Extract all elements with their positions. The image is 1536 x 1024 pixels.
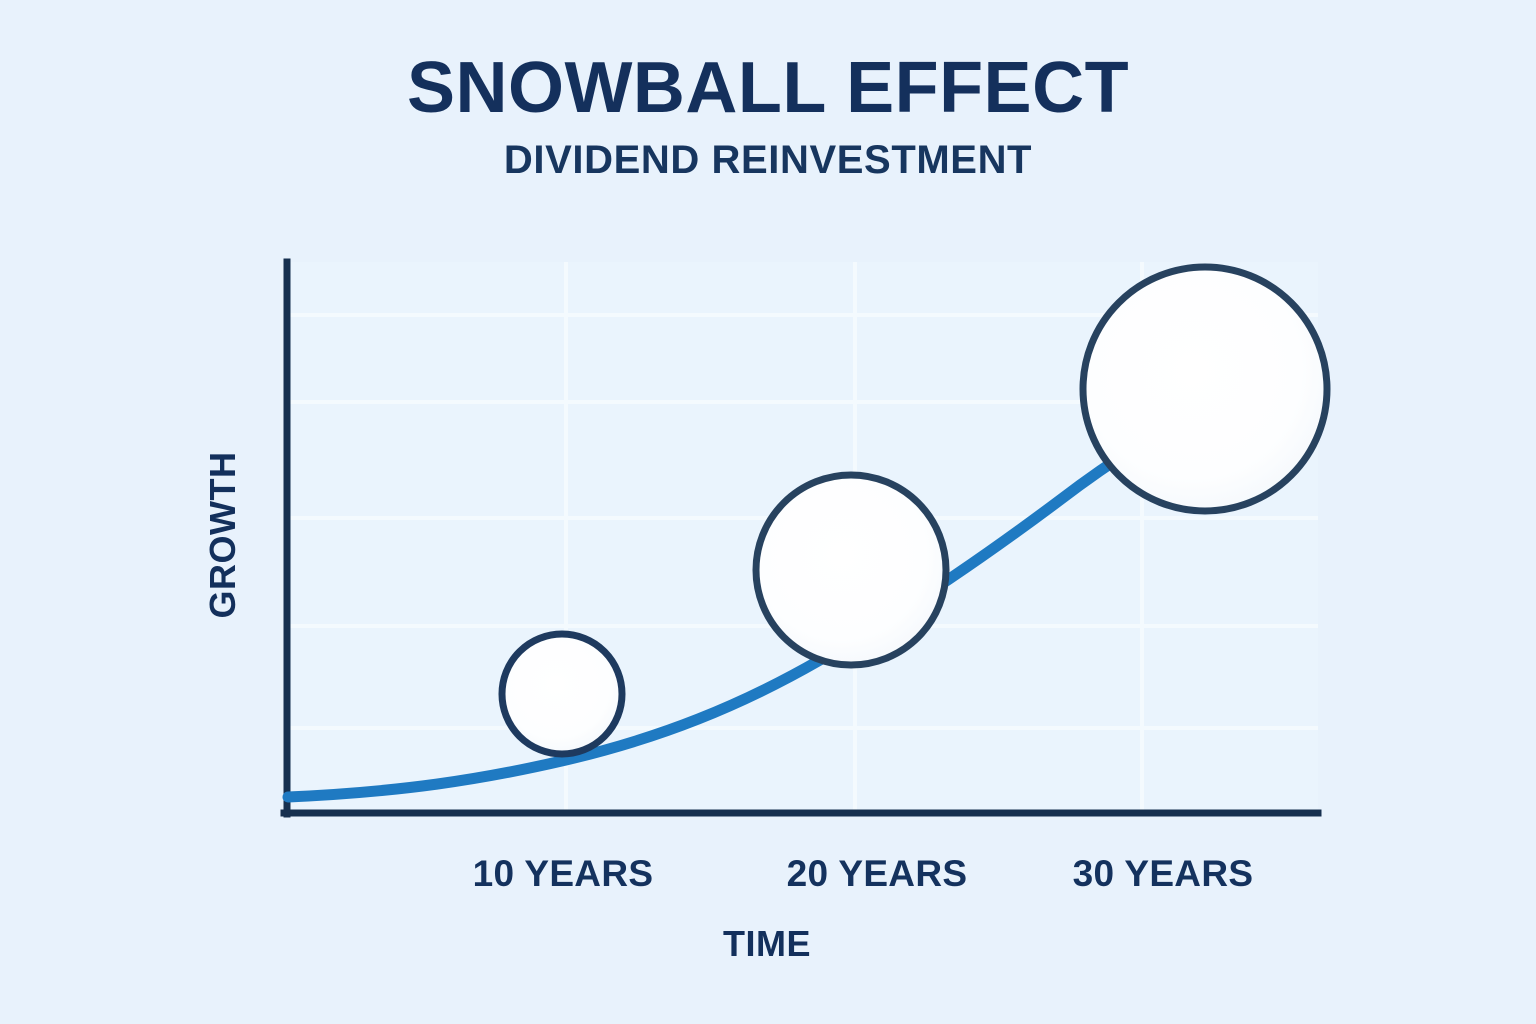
x-tick-label-10-years: 10 YEARS	[473, 853, 654, 894]
snowball-small	[498, 630, 626, 758]
x-tick-label-20-years: 20 YEARS	[787, 853, 968, 894]
snowball-large	[1079, 263, 1331, 515]
growth-curve	[282, 437, 1148, 803]
snowball-medium	[752, 471, 950, 669]
page-title: SNOWBALL EFFECT	[406, 48, 1130, 128]
chart-axes	[280, 258, 1322, 818]
x-axis-title: TIME	[723, 923, 811, 964]
snowball-group	[498, 263, 1331, 758]
title-block: SNOWBALL EFFECT DIVIDEND REINVESTMENT	[0, 48, 1536, 183]
y-axis-title: GROWTH	[202, 452, 243, 619]
x-tick-label-30-years: 30 YEARS	[1073, 853, 1254, 894]
page-subtitle: DIVIDEND REINVESTMENT	[503, 138, 1033, 183]
